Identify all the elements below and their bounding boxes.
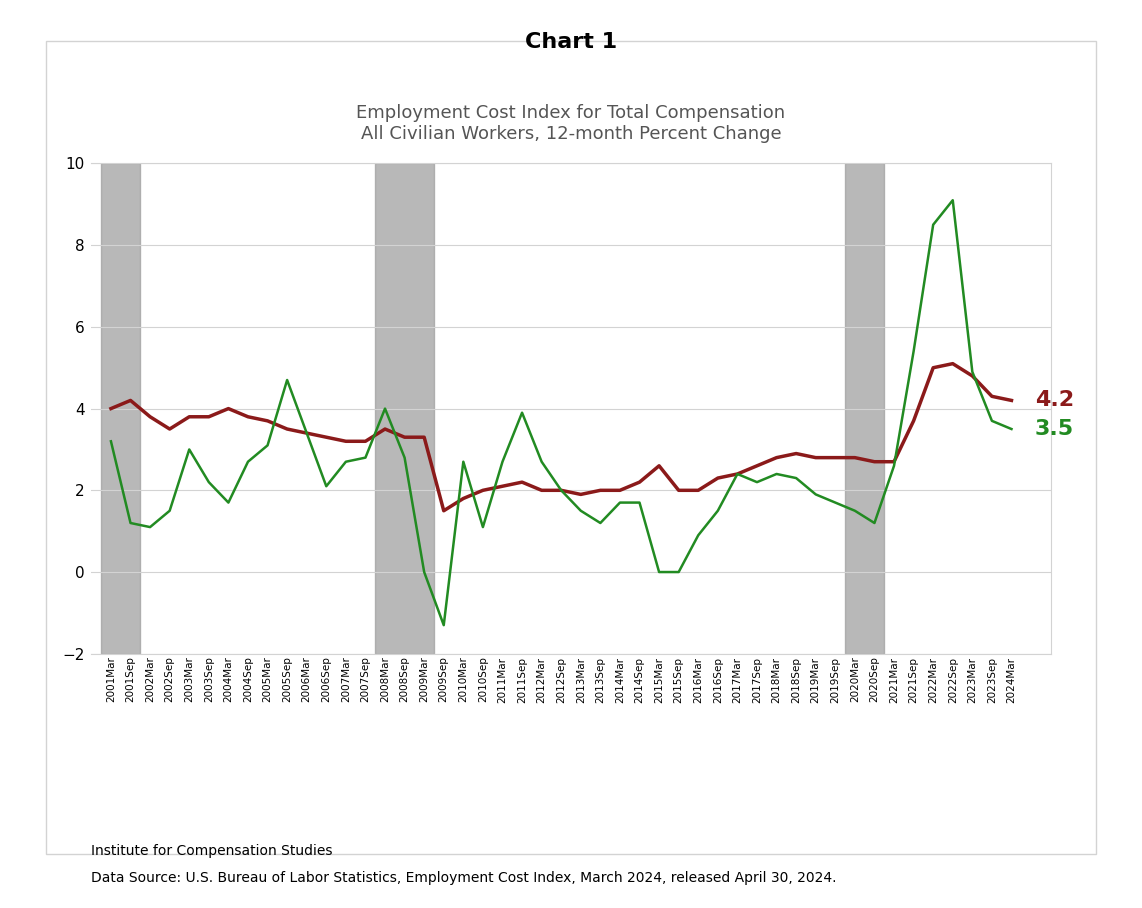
Text: Data Source: U.S. Bureau of Labor Statistics, Employment Cost Index, March 2024,: Data Source: U.S. Bureau of Labor Statis… — [91, 872, 837, 885]
Text: Institute for Compensation Studies: Institute for Compensation Studies — [91, 844, 332, 858]
Bar — [845, 163, 884, 654]
Text: 3.5: 3.5 — [1035, 419, 1075, 439]
Text: Chart 1: Chart 1 — [525, 32, 617, 52]
Bar — [376, 163, 434, 654]
Bar — [102, 163, 140, 654]
Text: Employment Cost Index for Total Compensation
All Civilian Workers, 12-month Perc: Employment Cost Index for Total Compensa… — [356, 104, 786, 143]
Text: 4.2: 4.2 — [1035, 390, 1075, 410]
